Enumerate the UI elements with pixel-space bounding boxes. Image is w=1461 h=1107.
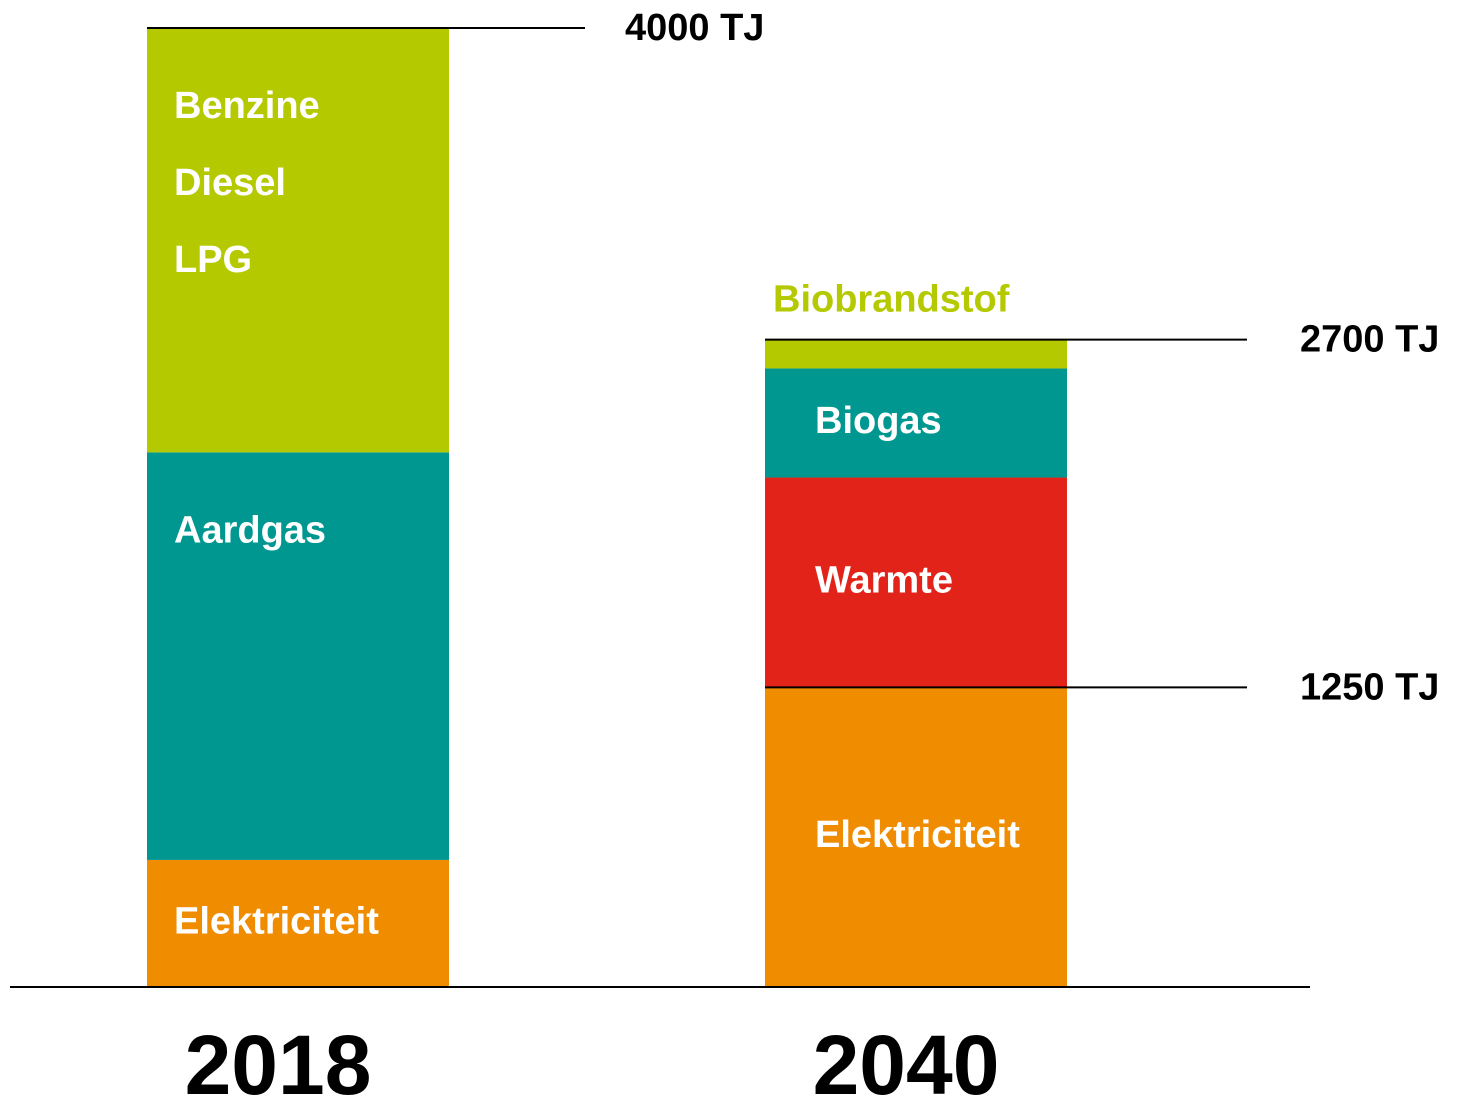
bar-segment bbox=[147, 859, 449, 987]
reference-label: 2700 TJ bbox=[1300, 319, 1439, 361]
bar-segment bbox=[765, 687, 1067, 987]
bar-segment bbox=[765, 477, 1067, 688]
segment-label: Warmte bbox=[815, 559, 953, 601]
segment-label: Aardgas bbox=[174, 509, 326, 551]
reference-label: 1250 TJ bbox=[1300, 666, 1439, 708]
bar-segment bbox=[147, 452, 449, 860]
x-tick-label: 2018 bbox=[185, 1018, 372, 1107]
segment-label: Biogas bbox=[815, 400, 942, 442]
reference-label: 4000 TJ bbox=[625, 7, 764, 49]
segment-label: Diesel bbox=[174, 162, 286, 204]
segment-label: Elektriciteit bbox=[174, 900, 379, 942]
x-tick-label: 2040 bbox=[813, 1018, 1000, 1107]
segment-label: LPG bbox=[174, 239, 252, 281]
bar-segment bbox=[147, 28, 449, 453]
segment-label: Benzine bbox=[174, 85, 320, 127]
bar-segment bbox=[765, 339, 1067, 369]
segment-label: Biobrandstof bbox=[773, 279, 1010, 321]
segment-label: Elektriciteit bbox=[815, 814, 1020, 856]
bar-segment bbox=[765, 368, 1067, 478]
